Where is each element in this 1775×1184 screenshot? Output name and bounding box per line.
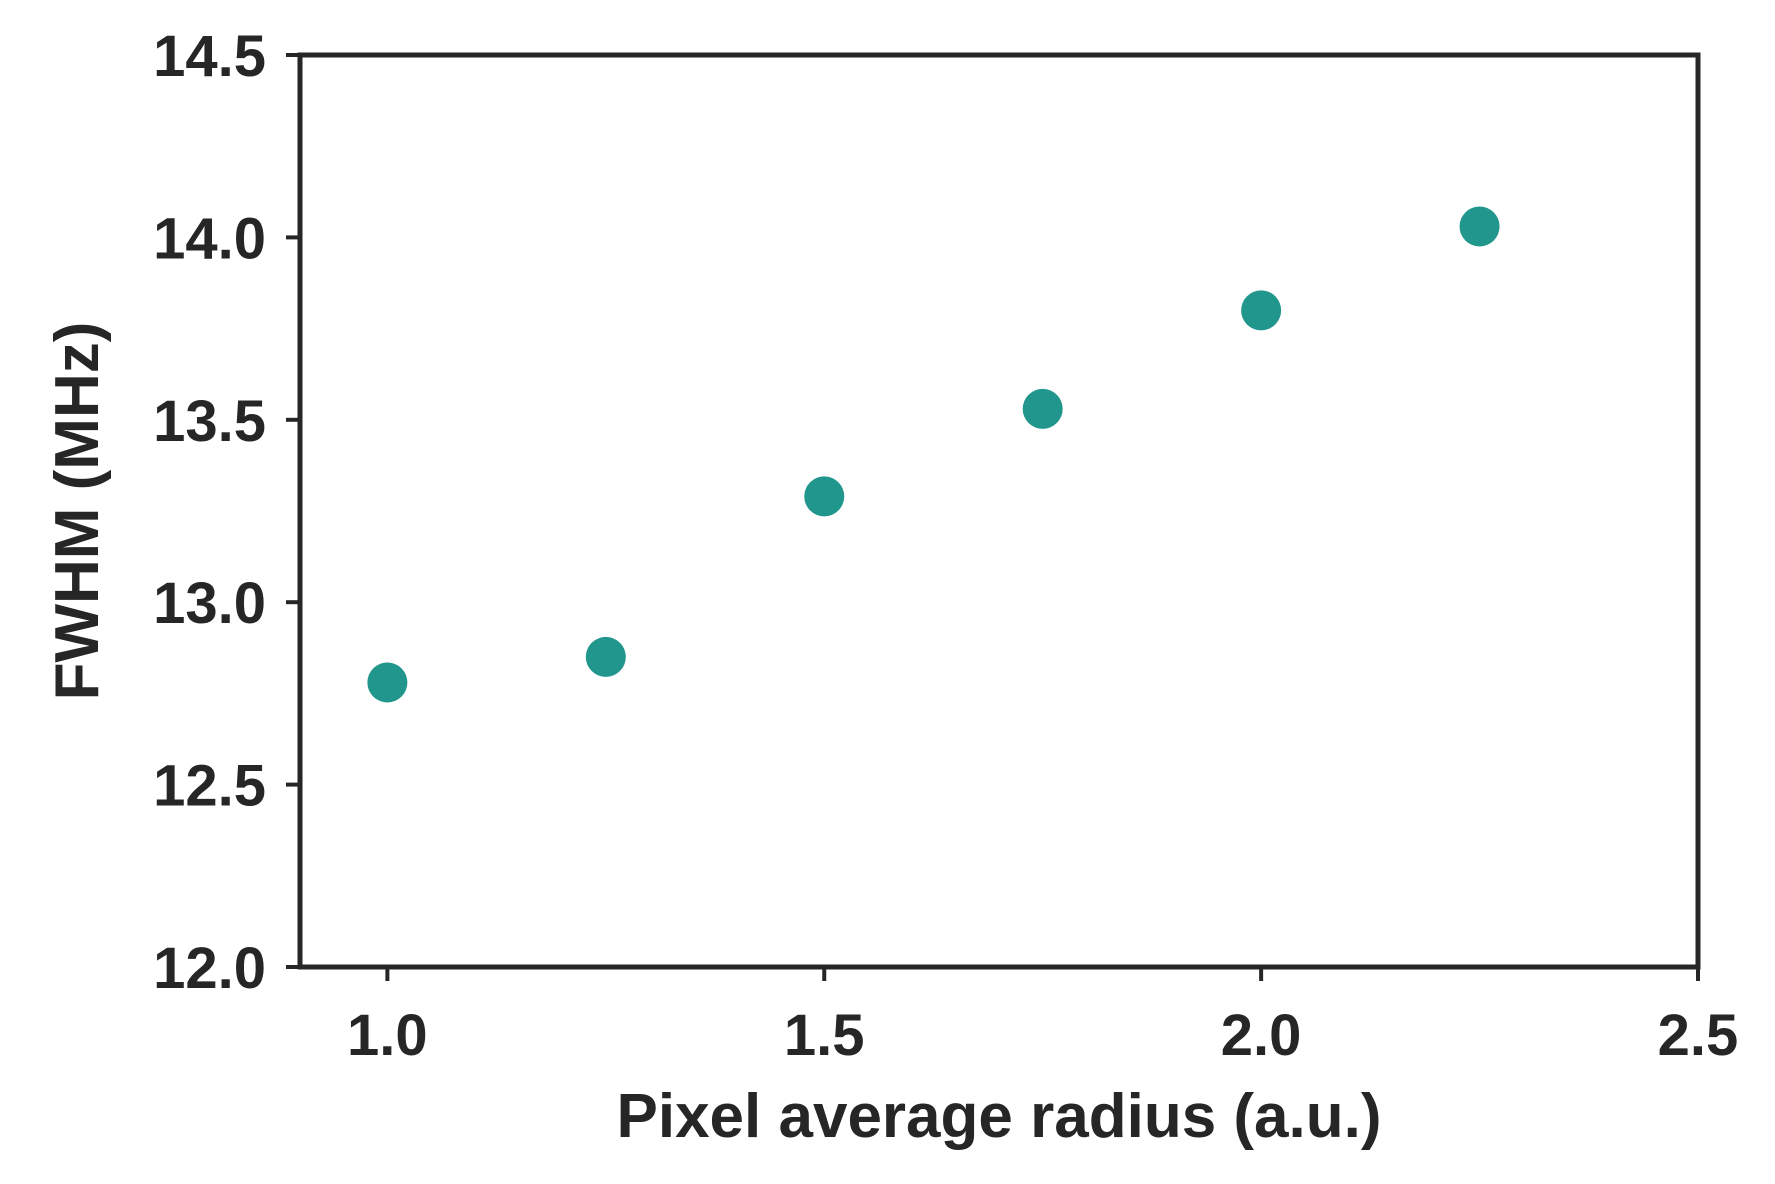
x-tick-label: 2.5: [1658, 1003, 1739, 1068]
data-point: [804, 476, 845, 517]
y-tick-label: 12.5: [153, 754, 266, 819]
data-point: [367, 662, 408, 703]
x-axis-title: Pixel average radius (a.u.): [616, 1082, 1381, 1151]
y-tick-label: 14.5: [153, 24, 266, 89]
y-tick-label: 14.0: [153, 206, 266, 271]
x-tick-label: 1.0: [347, 1003, 428, 1068]
y-tick-label: 13.5: [153, 389, 266, 454]
plot-frame: [297, 52, 1701, 970]
x-tick-label: 2.0: [1221, 1003, 1302, 1068]
data-points: [367, 206, 1500, 703]
y-tick-label: 13.0: [153, 571, 266, 636]
x-tick-label: 1.5: [784, 1003, 865, 1068]
y-tick-label: 12.0: [153, 936, 266, 1001]
data-point: [585, 636, 626, 677]
x-axis-ticks: 1.0 1.5 2.0 2.5: [347, 967, 1738, 1068]
data-point: [1459, 206, 1500, 247]
data-point: [1241, 290, 1282, 331]
data-point: [1022, 388, 1063, 429]
y-axis-title: FWHM (MHz): [43, 322, 112, 701]
y-axis-ticks: 12.0 12.5 13.0 13.5 14.0 14.5: [153, 24, 300, 1001]
